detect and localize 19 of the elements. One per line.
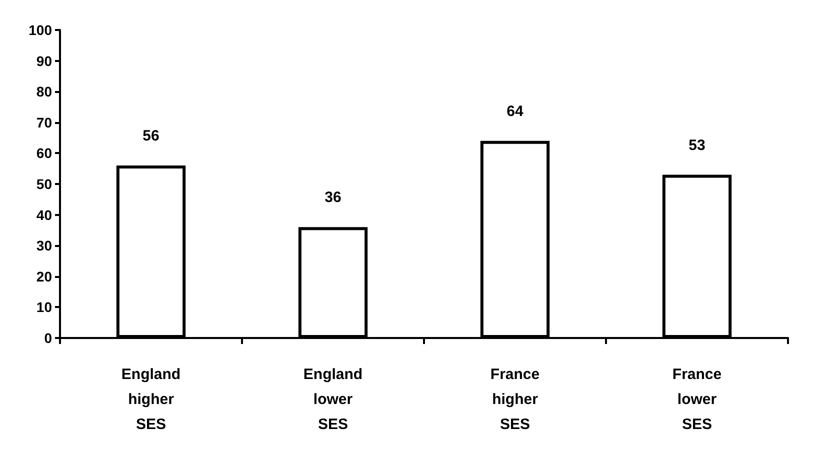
- data-label: 53: [688, 136, 706, 154]
- y-tick-label: 100: [28, 22, 52, 38]
- data-label: 36: [324, 189, 342, 206]
- y-tick-label: 40: [36, 206, 52, 223]
- x-tick-label: France higher SES: [490, 366, 540, 433]
- data-label: 56: [142, 128, 160, 145]
- y-tick-label: 70: [36, 114, 52, 130]
- y-tick-label: 50: [36, 176, 52, 192]
- y-tick-label: 0: [44, 330, 52, 346]
- y-tick-label: 20: [36, 268, 52, 284]
- y-tick-label: 10: [36, 299, 52, 316]
- y-tick-label: 60: [36, 145, 52, 162]
- x-tick-label: England higher SES: [121, 366, 181, 433]
- y-tick-label: 30: [36, 238, 52, 254]
- data-label: 64: [506, 102, 524, 120]
- x-tick-label: England lower SES: [303, 366, 363, 433]
- y-tick-label: 80: [36, 84, 52, 100]
- x-tick-label: France lower SES: [672, 366, 722, 433]
- y-tick-label: 90: [36, 52, 52, 69]
